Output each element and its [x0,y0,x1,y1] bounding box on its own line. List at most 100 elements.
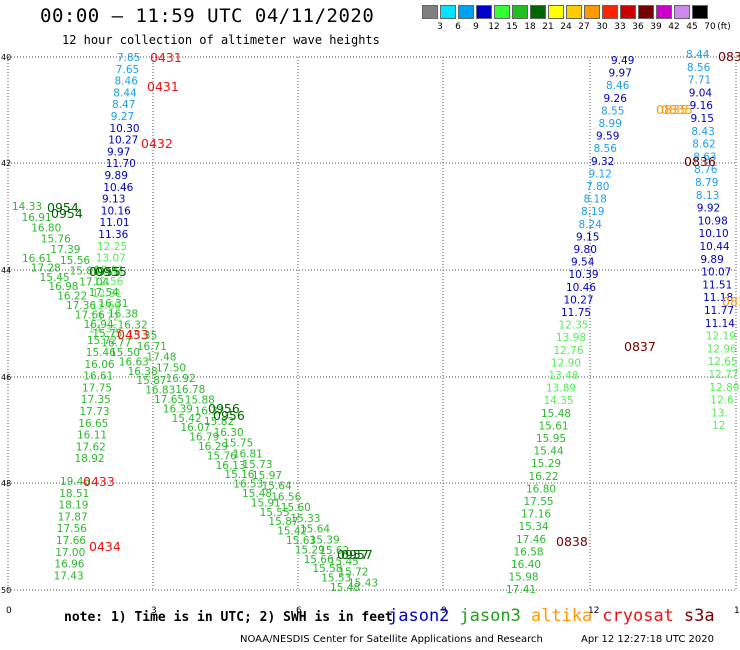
wave-height-value: 10.27 [564,294,594,306]
x-tick-label: 3 [151,606,157,616]
wave-height-value: 12.91 [95,264,125,276]
timestamp-text: Apr 12 12:27:18 UTC 2020 [581,634,714,645]
wave-height-value: 10.10 [699,228,729,240]
wave-height-value: 16.81 [233,448,263,460]
wave-height-value: 10.44 [700,241,730,253]
pass-time-label: 0433 [83,474,115,489]
wave-height-value: 17.36 [66,300,96,312]
wave-height-value: 12.19 [706,331,736,343]
scale-label: 70 [704,22,716,32]
wave-height-value: 16.37 [194,405,224,417]
wave-height-value: 15.46 [86,347,116,359]
wave-height-value: 8.56 [687,62,711,74]
wave-height-value: 12.65 [708,356,738,368]
wave-height-value: 12.6 [710,395,734,407]
pass-time-label: 0836 [684,154,716,169]
wave-height-value: 15.58 [312,563,342,575]
wave-height-value: 15.55 [260,507,290,519]
scale-label: 45 [686,22,698,32]
scale-unit-label: (ft) [717,22,731,32]
wave-height-value: 15.76 [207,450,237,462]
wave-height-value: 16.78 [175,384,205,396]
y-tick-label: 48 [1,479,11,488]
note-text: note: 1) Time is in UTC; 2) SWH is in fe… [64,610,393,625]
wave-height-value: 16.63 [119,356,149,368]
wave-height-value: 16.83 [145,385,175,397]
wave-height-value: 8.99 [599,118,622,130]
wave-height-value: 9.04 [689,87,713,99]
scale-swatch [656,5,672,19]
wave-height-value: 16.38 [108,309,138,321]
wave-height-value: 17.39 [50,244,80,256]
wave-height-value: 17.66 [75,309,105,321]
wave-height-value: 16.96 [54,559,84,571]
pass-time-label: 0956 [208,401,240,416]
wave-height-value: 17.65 [154,394,184,406]
wave-height-value: 16.94 [84,319,114,331]
wave-height-value: 10.16 [101,205,131,217]
wave-height-value: 16.79 [189,432,219,444]
wave-height-value: 12.90 [551,357,581,369]
pass-time-label: 0837 [624,339,656,354]
wave-height-value: 11.77 [704,305,734,317]
scale-label: 24 [560,22,572,32]
wave-height-value: 18.19 [58,500,88,512]
wave-height-value: 16.39 [163,403,193,415]
wave-height-value: 15.29 [295,544,325,556]
wave-height-value: 9.16 [690,100,714,112]
wave-height-value: 15.82 [204,416,234,428]
wave-height-value: 7.65 [116,64,139,76]
wave-height-value: 17.16 [521,509,551,521]
scale-label: 21 [542,22,554,32]
wave-height-value: 17.55 [524,496,554,508]
y-tick-label: 50 [1,586,11,595]
wave-height-value: 15.42 [172,413,202,425]
scale-label: 3 [437,22,443,32]
wave-height-value: 13.72 [90,312,120,324]
wave-height-value: 7.85 [117,52,140,64]
wave-height-value: 8.44 [113,87,137,99]
wave-height-value: 15.87 [136,375,166,387]
scale-swatch [602,5,618,19]
wave-height-value: 10.07 [701,267,731,279]
wave-height-value: 8.56 [594,143,618,155]
wave-height-value: 10.39 [569,269,599,281]
wave-height-value: 16.13 [216,460,246,472]
wave-height-value: 16.61 [22,253,52,265]
wave-height-value: 12 [712,420,725,432]
pass-time-label: 0835 [661,102,693,117]
wave-height-value: 14.35 [88,323,118,335]
pass-time-label: 0955 [95,264,127,279]
pass-time-label: 0434 [89,539,121,554]
wave-height-value: 15.66 [304,554,334,566]
wave-height-value: 9.49 [611,55,634,67]
wave-height-value: 15.72 [338,567,368,579]
wave-height-value: 12.80 [709,382,739,394]
wave-height-value: 15.42 [277,526,307,538]
x-tick-label: 12 [588,606,599,616]
pass-time-label: 0431 [147,79,179,94]
altimeter-tracks: 7.857.658.468.448.479.2710.3010.279.9711… [12,49,739,596]
wave-height-value: 15.43 [348,577,378,589]
wave-height-value: 15.34 [519,521,549,533]
wave-height-value: 15.95 [536,433,566,445]
wave-height-value: 8.47 [112,99,135,111]
wave-height-value: 11.14 [705,318,735,330]
wave-height-value: 8.13 [696,190,719,202]
pass-time-label: 0956 [213,408,245,423]
pass-time-label: 0838 [556,534,588,549]
wave-height-value: 13.66 [91,300,121,312]
pass-time-label: 083 [718,49,740,64]
wave-height-value: 17.73 [80,406,110,418]
wave-height-value: 15.56 [60,255,90,267]
wave-height-value: 13.89 [546,383,576,395]
wave-height-value: 15.88 [185,395,215,407]
scale-label: 15 [506,22,518,32]
credit-text: NOAA/NESDIS Center for Satellite Applica… [240,634,543,645]
wave-height-value: 16.40 [511,559,541,571]
wave-height-value: 15.48 [330,582,360,594]
scale-label: 39 [650,22,662,32]
satellite-legend-item: s3a [683,606,715,626]
scale-label: 33 [614,22,626,32]
